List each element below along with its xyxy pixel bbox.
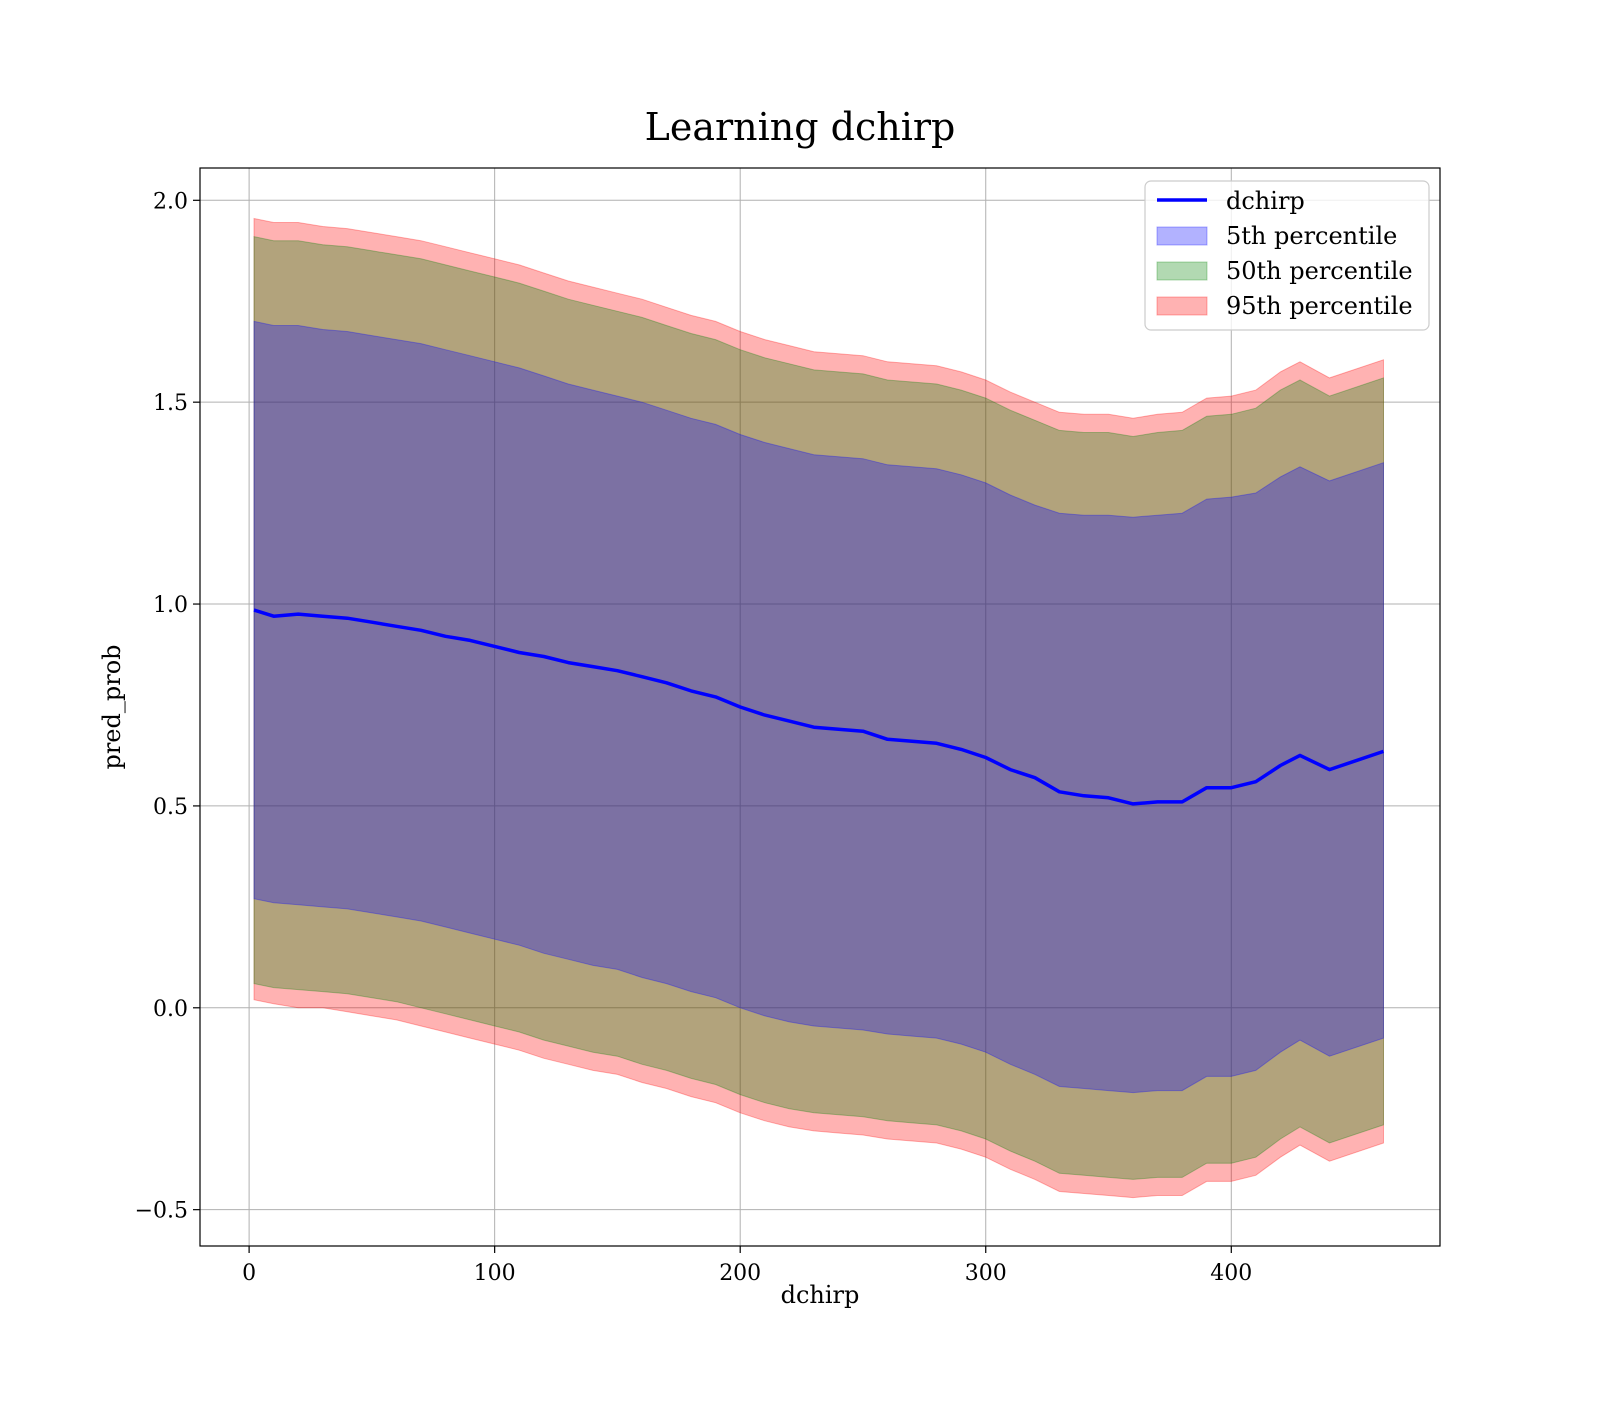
y-tick-label: 1.5	[153, 391, 188, 416]
band-95th-percentile	[253, 217, 1384, 1199]
chart-title: Learning dchirp	[645, 105, 956, 149]
x-tick-label: 0	[242, 1261, 256, 1286]
x-tick-label: 100	[474, 1261, 516, 1286]
legend-swatch-patch	[1156, 296, 1208, 316]
y-axis-label: pred_prob	[98, 644, 126, 769]
legend-label: 5th percentile	[1226, 222, 1397, 250]
x-tick-label: 200	[719, 1261, 761, 1286]
legend-label: dchirp	[1226, 187, 1305, 215]
x-axis-label: dchirp	[781, 1281, 860, 1309]
y-tick-label: 2.0	[153, 189, 188, 214]
plot-frame	[199, 167, 1441, 1247]
y-tick-label: −0.5	[135, 1199, 188, 1224]
legend-box	[1144, 180, 1430, 331]
line-layer	[253, 608, 1385, 806]
series-line-dchirp	[253, 608, 1385, 806]
legend-swatch-patch	[1156, 226, 1208, 246]
legend-label: 95th percentile	[1226, 292, 1413, 320]
x-tick-label: 400	[1210, 1261, 1252, 1286]
y-tick-label: 0.5	[153, 795, 188, 820]
tick-layer: 0 100 200 300 400 −0.5 0.0 0.5 1.0 1.5 2.0	[135, 189, 1253, 1286]
band-5th-percentile	[253, 320, 1384, 1094]
y-tick-label: 1.0	[153, 593, 188, 618]
band-50th-percentile	[253, 235, 1384, 1180]
legend: dchirp 5th percentile 50th percentile 95th …	[1144, 180, 1430, 331]
legend-swatch-patch	[1156, 261, 1208, 281]
x-tick-label: 300	[965, 1261, 1007, 1286]
legend-label: 50th percentile	[1226, 257, 1413, 285]
band-layer	[253, 217, 1384, 1199]
y-tick-label: 0.0	[153, 997, 188, 1022]
